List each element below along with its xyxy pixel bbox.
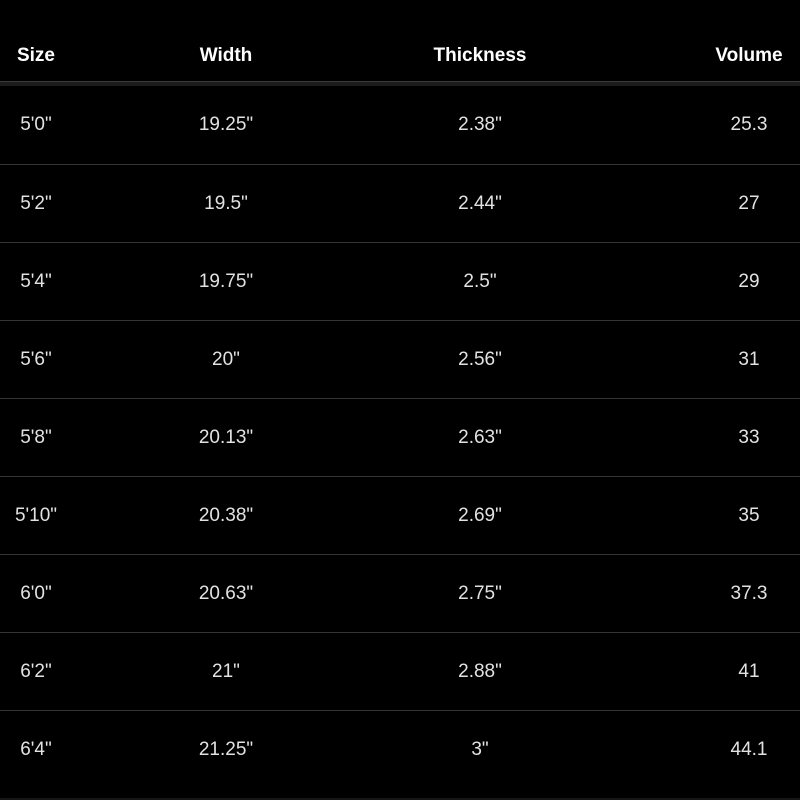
table-row: 5'2" 19.5" 2.44" 27 — [0, 164, 800, 242]
cell-thickness: 2.69" — [458, 504, 502, 526]
table-row: 6'4" 21.25" 3" 44.1 — [0, 710, 800, 788]
cell-size: 5'0" — [20, 114, 52, 136]
cell-thickness: 2.44" — [458, 192, 502, 214]
cell-volume: 44.1 — [730, 738, 768, 760]
table-row: 5'6" 20" 2.56" 31 — [0, 320, 800, 398]
cell-thickness: 2.75" — [458, 582, 502, 604]
cell-volume: 27 — [738, 192, 760, 214]
column-header-thickness: Thickness — [433, 45, 527, 67]
cell-size: 5'4" — [20, 270, 52, 292]
cell-width: 20.38" — [198, 504, 254, 526]
cell-thickness: 2.56" — [458, 348, 502, 370]
cell-thickness: 2.63" — [458, 426, 502, 448]
table-row: 6'0" 20.63" 2.75" 37.3 — [0, 554, 800, 632]
table-row: 5'0" 19.25" 2.38" 25.3 — [0, 86, 800, 164]
cell-volume: 29 — [738, 270, 760, 292]
cell-thickness: 3" — [471, 738, 489, 760]
table-row: 6'2" 21" 2.88" 41 — [0, 632, 800, 710]
cell-size: 5'6" — [20, 348, 52, 370]
table-row: 5'10" 20.38" 2.69" 35 — [0, 476, 800, 554]
cell-size: 5'10" — [14, 504, 58, 526]
cell-volume: 41 — [738, 660, 760, 682]
cell-width: 19.5" — [204, 192, 248, 214]
cell-width: 19.25" — [198, 114, 254, 136]
table-body: 5'0" 19.25" 2.38" 25.3 5'2" 19.5" 2.44" … — [0, 86, 800, 788]
cell-width: 21" — [212, 660, 240, 682]
cell-thickness: 2.88" — [458, 660, 502, 682]
cell-size: 5'2" — [20, 192, 52, 214]
table-row: 5'4" 19.75" 2.5" 29 — [0, 242, 800, 320]
cell-width: 19.75" — [198, 270, 254, 292]
cell-size: 6'0" — [20, 582, 52, 604]
bottom-edge-line — [0, 798, 800, 800]
cell-volume: 33 — [738, 426, 760, 448]
cell-thickness: 2.5" — [463, 270, 497, 292]
cell-thickness: 2.38" — [458, 114, 502, 136]
cell-width: 21.25" — [198, 738, 254, 760]
cell-size: 5'8" — [20, 426, 52, 448]
cell-volume: 37.3 — [730, 582, 768, 604]
cell-width: 20" — [212, 348, 240, 370]
cell-volume: 31 — [738, 348, 760, 370]
table-header-row: Size Width Thickness Volume — [0, 0, 800, 81]
column-header-size: Size — [16, 45, 56, 67]
cell-volume: 25.3 — [730, 114, 768, 136]
header-divider — [0, 81, 800, 86]
column-header-width: Width — [199, 45, 253, 67]
cell-volume: 35 — [738, 504, 760, 526]
cell-size: 6'4" — [20, 738, 52, 760]
column-header-volume: Volume — [715, 45, 783, 67]
cell-size: 6'2" — [20, 660, 52, 682]
table-row: 5'8" 20.13" 2.63" 33 — [0, 398, 800, 476]
cell-width: 20.63" — [198, 582, 254, 604]
cell-width: 20.13" — [198, 426, 254, 448]
